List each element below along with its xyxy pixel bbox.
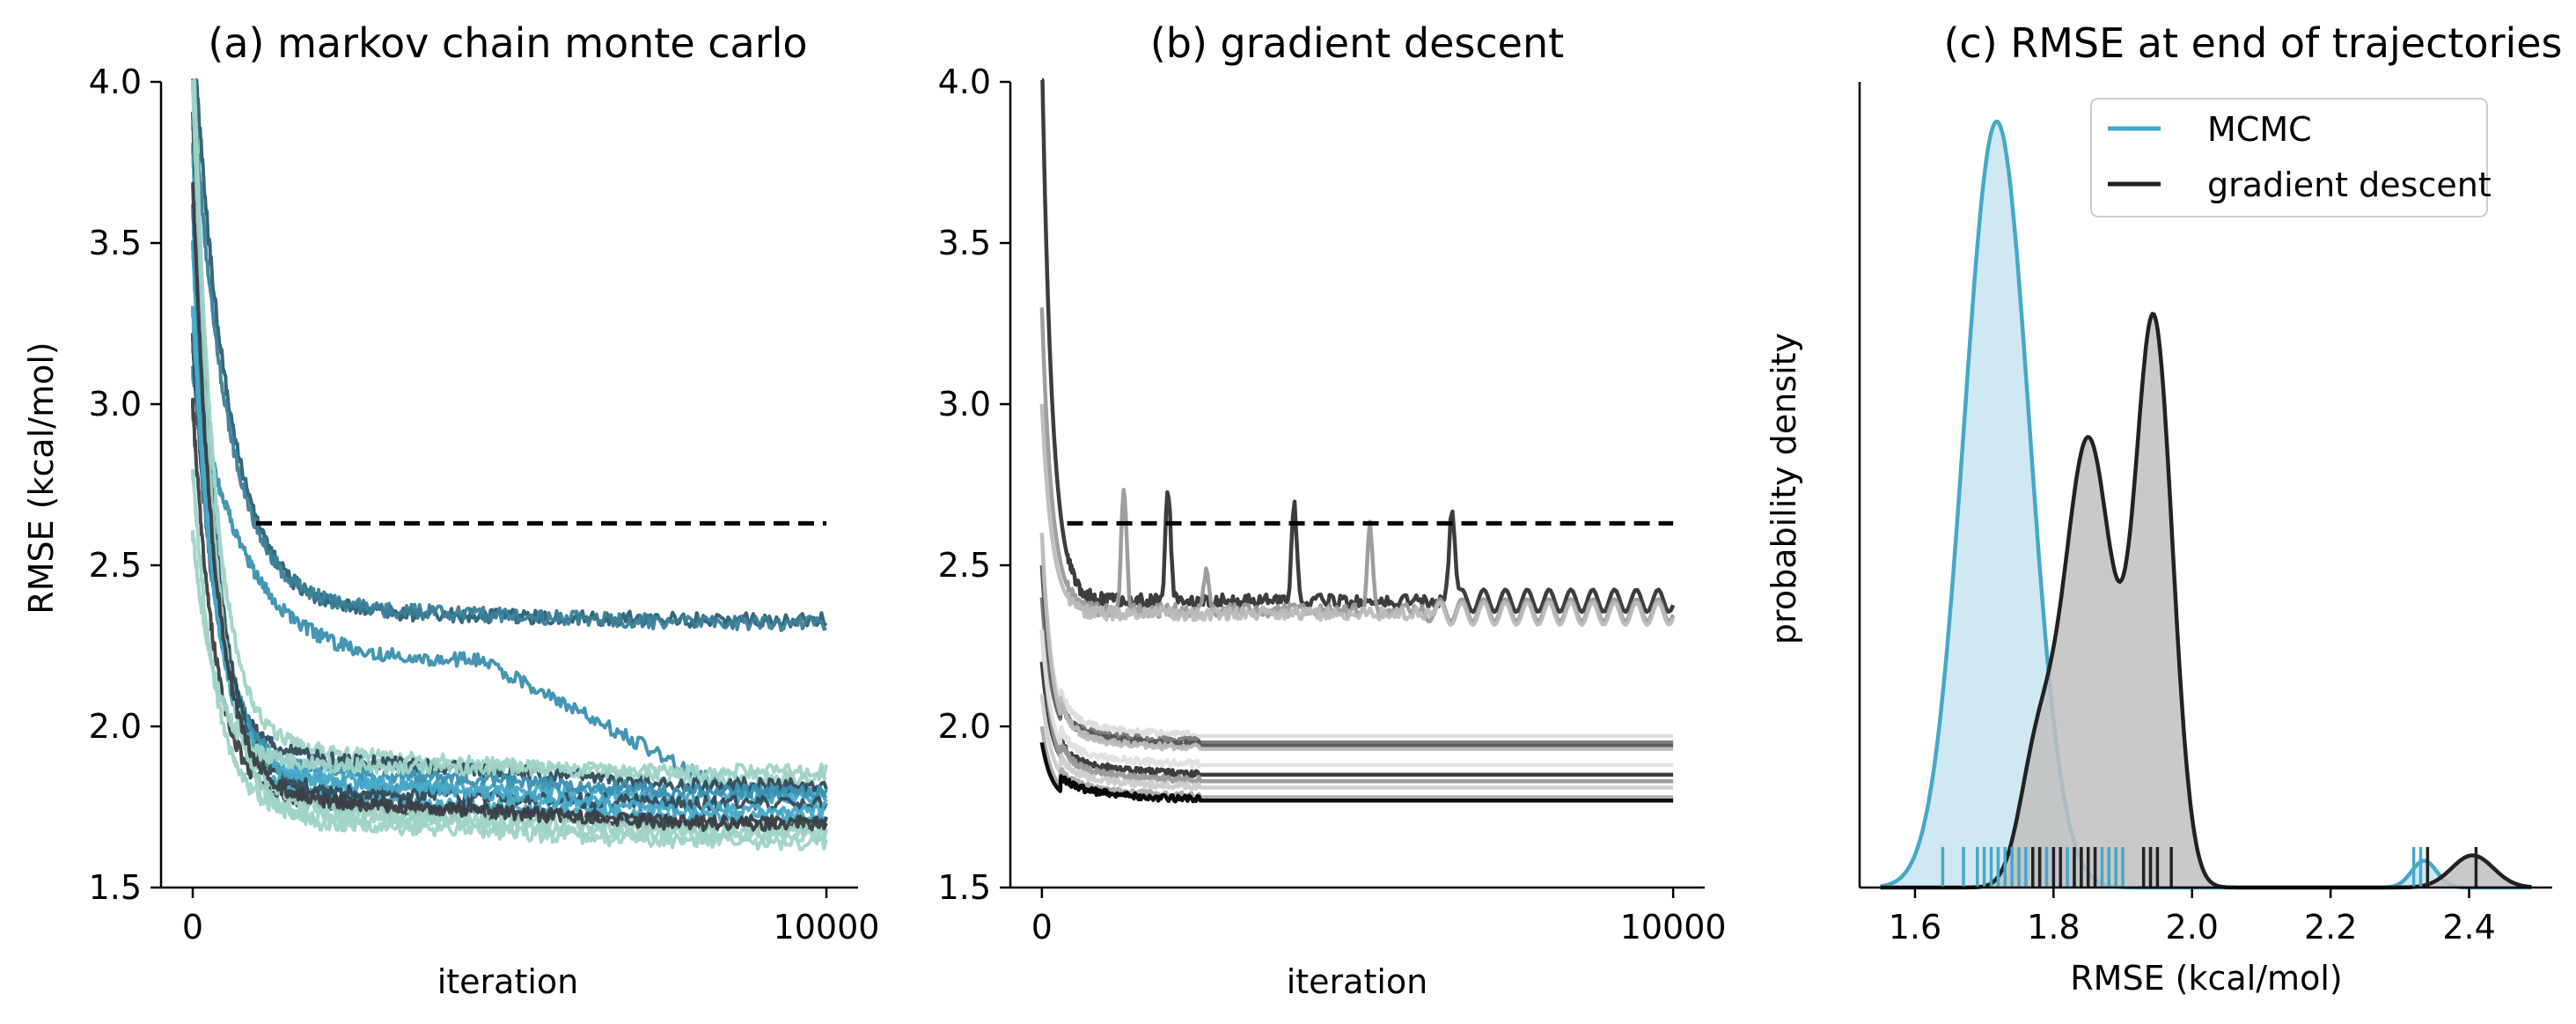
panel-b-series-line — [1039, 532, 1674, 740]
panel-b-series-line — [1039, 692, 1674, 792]
panel-b-series-line — [1039, 740, 1674, 804]
panel-a-series-line — [191, 332, 828, 794]
panel-a-series-line — [191, 78, 828, 839]
panel-c-title: (c) RMSE at end of trajectories — [1943, 19, 2562, 67]
panel-b: (b) gradient descent 1.5 2.0 2.5 3.0 3.5 4.0 0… — [938, 19, 1727, 1001]
panel-c-axes: 1.6 1.8 2.0 2.2 2.4 — [1858, 82, 2552, 947]
panel-a-series-line — [191, 203, 828, 799]
panel-b-ytick-label: 2.5 — [938, 546, 991, 585]
panel-b-series-line — [1039, 402, 1676, 627]
density-fill-gradient-descent — [1880, 313, 2532, 888]
panel-b-ytick-label: 2.0 — [938, 707, 991, 746]
panel-b-series-line — [1039, 306, 1676, 624]
panel-a-ylabel: RMSE (kcal/mol) — [22, 342, 61, 614]
panel-c-xtick-label: 1.6 — [1889, 908, 1941, 947]
panel-b-xtick-label: 10000 — [1620, 908, 1727, 947]
panel-a-series-line — [191, 142, 828, 807]
panel-a-ytick-label: 4.0 — [89, 63, 142, 101]
panel-b-ytick-label: 3.0 — [938, 385, 991, 424]
panel-b-ytick-label: 1.5 — [938, 868, 991, 907]
panel-b-axes: 1.5 2.0 2.5 3.0 3.5 4.0 0 10000 — [938, 63, 1727, 947]
panel-a-series-line — [191, 78, 827, 632]
panel-a-xlabel: iteration — [437, 962, 579, 1001]
panel-a-series — [191, 78, 828, 851]
panel-a-ytick-label: 2.5 — [89, 546, 142, 585]
panel-a-series-line — [191, 181, 828, 832]
panel-a-axes: 1.5 2.0 2.5 3.0 3.5 4.0 0 10000 — [89, 63, 880, 947]
panel-a-series-line — [191, 530, 828, 780]
panel-a-ytick-label: 2.0 — [89, 707, 142, 746]
panel-a-ytick-label: 3.0 — [89, 385, 142, 424]
panel-b-xlabel: iteration — [1287, 962, 1428, 1001]
panel-c-xtick-label: 2.2 — [2304, 908, 2357, 947]
panel-b-ytick-label: 4.0 — [938, 63, 991, 101]
panel-b-series-line — [1039, 77, 1676, 615]
panel-b-series — [1039, 77, 1676, 804]
panel-a-series-line — [191, 306, 828, 820]
panel-a-series-line — [191, 78, 828, 630]
panel-c: (c) RMSE at end of trajectories 1.6 1.8 2.… — [1765, 19, 2563, 998]
panel-c-xlabel: RMSE (kcal/mol) — [2070, 959, 2342, 998]
legend-label-gradient-descent: gradient descent — [2207, 166, 2492, 204]
panel-a-title: (a) markov chain monte carlo — [208, 19, 807, 67]
panel-b-series-line — [1039, 532, 1674, 752]
panel-c-xtick-label: 2.4 — [2442, 908, 2495, 947]
panel-b-ytick-label: 3.5 — [938, 224, 991, 262]
legend-label-mcmc: MCMC — [2207, 110, 2312, 149]
panel-b-series-line — [1039, 725, 1674, 800]
panel-c-rug — [1941, 847, 2478, 888]
legend: MCMC gradient descent — [2090, 98, 2492, 217]
panel-a-series-line — [191, 111, 828, 813]
panel-a-ytick-label: 3.5 — [89, 224, 142, 262]
panel-c-xtick-label: 2.0 — [2166, 908, 2219, 947]
panel-a-xtick-label: 0 — [182, 908, 203, 947]
density-curve-gradient-descent — [1880, 311, 2532, 890]
panel-b-series-line — [1039, 628, 1674, 770]
panel-a: (a) markov chain monte carlo 1.5 2.0 2.5 3.… — [22, 19, 879, 1001]
panel-b-series-line — [1039, 564, 1674, 749]
legend-frame — [2090, 98, 2488, 217]
panel-b-title: (b) gradient descent — [1150, 19, 1564, 67]
panel-b-series-line — [1039, 628, 1674, 785]
panel-a-series-line — [191, 365, 828, 800]
panel-a-ytick-label: 1.5 — [89, 868, 142, 907]
panel-c-ylabel: probability density — [1765, 333, 1803, 645]
panel-b-series-line — [1039, 660, 1674, 778]
panel-a-xtick-label: 10000 — [774, 908, 880, 947]
panel-c-densities — [1880, 119, 2532, 890]
panel-b-xtick-label: 0 — [1031, 908, 1053, 947]
panel-c-xtick-label: 1.8 — [2027, 908, 2080, 947]
